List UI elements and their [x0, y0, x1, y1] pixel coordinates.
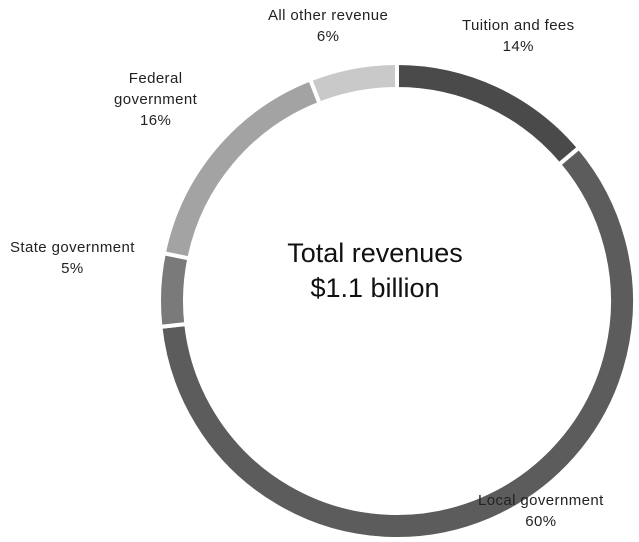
label-tuition-name: Tuition and fees — [462, 17, 575, 34]
label-local-value: 60% — [525, 513, 557, 530]
slice-other — [307, 60, 399, 107]
label-state: State government 5% — [10, 237, 135, 279]
label-federal: Federal government 16% — [114, 68, 197, 131]
label-other-name: All other revenue — [268, 7, 389, 24]
label-other-value: 6% — [316, 28, 340, 45]
center-title: Total revenues — [287, 238, 463, 268]
label-federal-name-line2: government — [114, 91, 198, 108]
slice-tuition — [395, 60, 582, 168]
label-state-name: State government — [10, 239, 135, 256]
slice-state — [157, 250, 192, 330]
label-local-name: Local government — [478, 492, 604, 509]
label-tuition: Tuition and fees 14% — [462, 15, 575, 57]
label-state-value: 5% — [61, 260, 84, 277]
label-local: Local government 60% — [478, 490, 604, 532]
label-federal-value: 16% — [139, 112, 172, 129]
label-tuition-value: 14% — [502, 38, 534, 55]
label-federal-name-line1: Federal — [128, 70, 183, 87]
center-total-label: Total revenues $1.1 billion — [255, 236, 495, 306]
donut-slices — [157, 60, 637, 541]
label-other: All other revenue 6% — [268, 5, 388, 47]
slice-local — [158, 144, 637, 541]
center-value: $1.1 billion — [310, 273, 440, 303]
